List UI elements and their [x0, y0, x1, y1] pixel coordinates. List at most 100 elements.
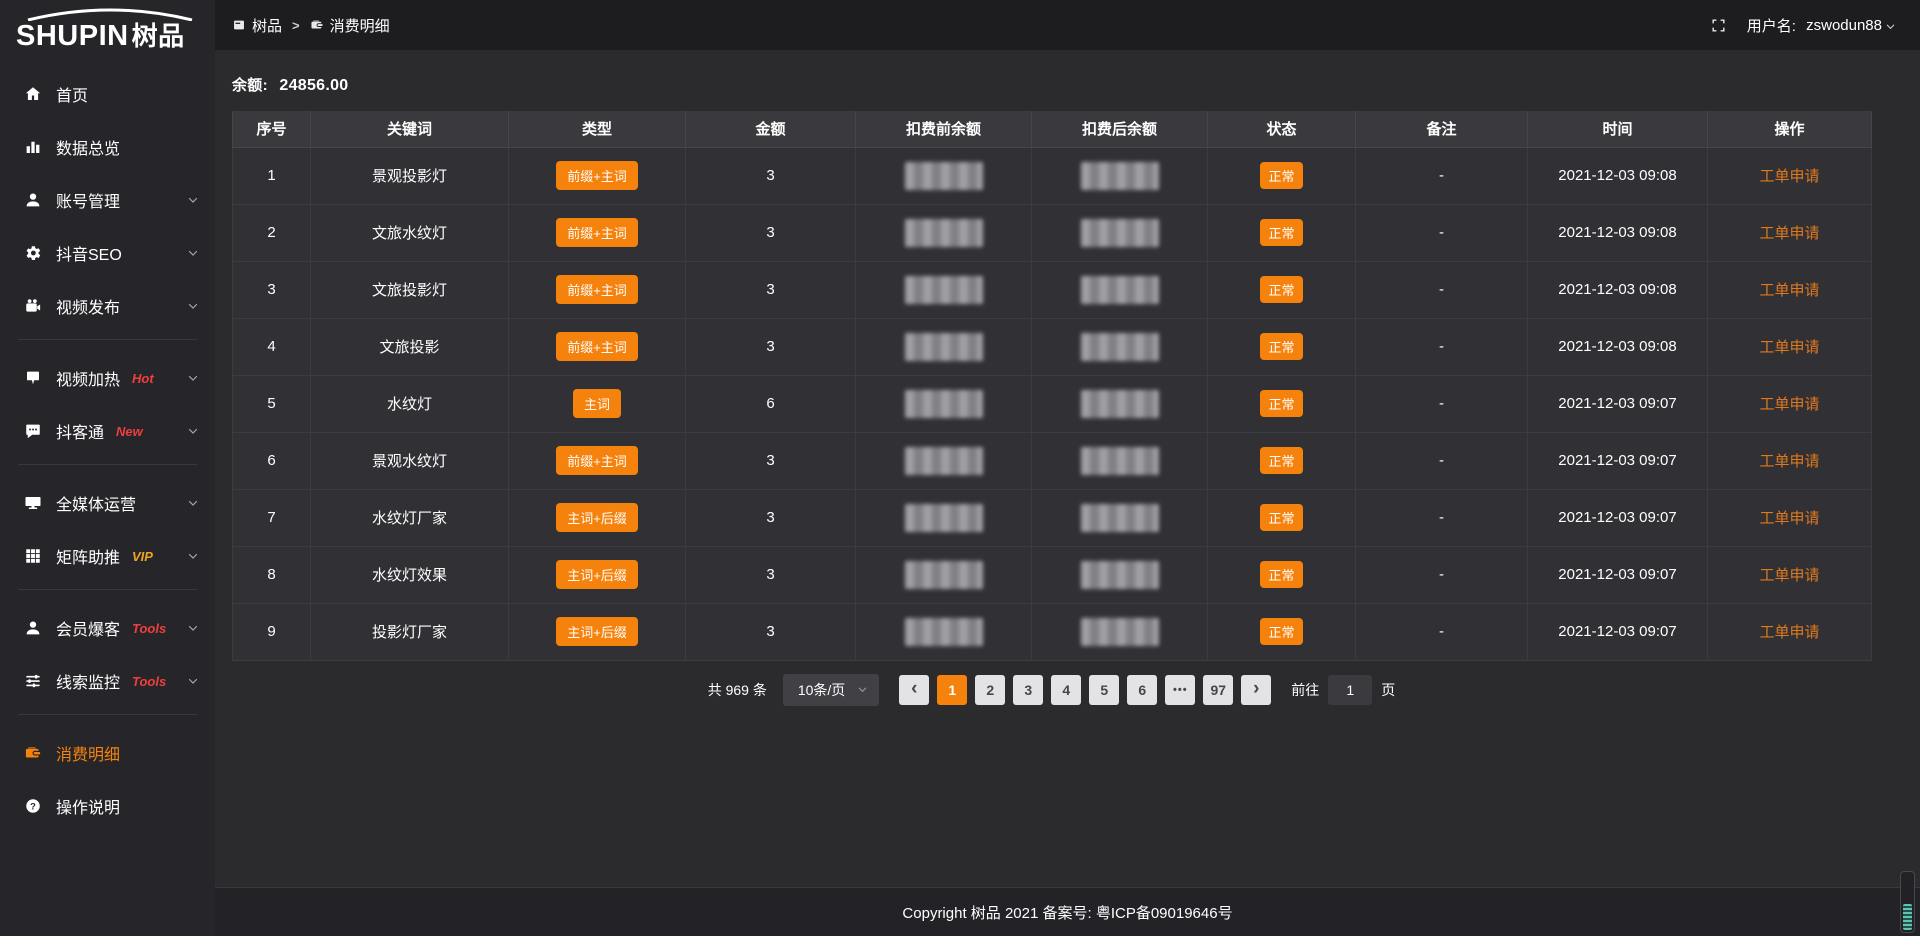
sidebar-nav: 首页数据总览账号管理抖音SEO 视频发布视频加热 Hot 抖客通 New 全媒体运营矩阵助… — [0, 60, 215, 936]
status-badge: 正常 — [1260, 504, 1303, 531]
column-header-status: 状态 — [1207, 111, 1356, 148]
type-badge: 前缀+主词 — [556, 446, 638, 475]
cell-amount: 3 — [685, 545, 856, 604]
scrollbar-thumb[interactable] — [1903, 904, 1912, 930]
goto-label: 前往 — [1291, 681, 1320, 698]
cell-keyword: 水纹灯厂家 — [310, 488, 509, 547]
cell-balance-after — [1031, 203, 1208, 262]
cell-balance-before — [855, 317, 1032, 376]
breadcrumb-page[interactable]: 消费明细 — [310, 15, 390, 36]
work-order-link[interactable]: 工单申请 — [1759, 453, 1820, 470]
page-button-1[interactable]: 1 — [937, 674, 968, 705]
cell-time: 2021-12-03 09:07 — [1527, 374, 1708, 433]
page-size-select[interactable]: 10条/页 — [782, 673, 880, 706]
type-badge: 主词+后缀 — [556, 560, 638, 589]
prev-page-button[interactable]: ‹ — [899, 674, 930, 705]
sidebar-item-all-media-operation[interactable]: 全媒体运营 — [0, 483, 215, 523]
user-menu[interactable]: 用户名: zswodun88 — [1747, 15, 1896, 36]
cell-type: 前缀+主词 — [508, 146, 686, 205]
cell-amount: 3 — [685, 260, 856, 319]
sidebar-item-tag: Hot — [132, 370, 154, 386]
main-area: 树品 > 消费明细 用户名: zswodun88 余额: 24856.00 — [215, 0, 1920, 936]
sidebar-item-member-attract[interactable]: 会员爆客 Tools — [0, 608, 215, 648]
work-order-link[interactable]: 工单申请 — [1759, 510, 1820, 527]
cell-action: 工单申请 — [1707, 260, 1872, 319]
work-order-link[interactable]: 工单申请 — [1759, 567, 1820, 584]
cell-time: 2021-12-03 09:08 — [1527, 260, 1708, 319]
topbar-right: 用户名: zswodun88 — [1710, 15, 1896, 36]
work-order-link[interactable]: 工单申请 — [1759, 168, 1820, 185]
cell-balance-before — [855, 431, 1032, 490]
breadcrumb-page-label: 消费明细 — [329, 17, 390, 35]
breadcrumb-section[interactable]: 树品 — [232, 15, 282, 36]
work-order-link[interactable]: 工单申请 — [1759, 282, 1820, 299]
copyright-text: Copyright 树品 2021 备案号: 粤ICP备09019646号 — [902, 904, 1233, 922]
sidebar-item-video-publish[interactable]: 视频发布 — [0, 286, 215, 326]
sidebar-item-label: 数据总览 — [56, 141, 121, 158]
sidebar-item-douketong[interactable]: 抖客通 New — [0, 411, 215, 451]
chevron-down-icon — [187, 425, 199, 437]
sidebar-item-douyin-seo[interactable]: 抖音SEO — [0, 233, 215, 273]
sidebar-item-account-management[interactable]: 账号管理 — [0, 180, 215, 220]
cell-remark: - — [1355, 602, 1528, 661]
blurred-balance — [1080, 218, 1159, 247]
chevron-down-icon — [859, 687, 867, 693]
table-row: 4 文旅投影 前缀+主词 3 正常 -2021-12-03 09:08 工单申请 — [232, 317, 1872, 376]
fullscreen-icon[interactable] — [1710, 17, 1727, 34]
work-order-link[interactable]: 工单申请 — [1759, 396, 1820, 413]
cell-balance-before — [855, 260, 1032, 319]
topbar: 树品 > 消费明细 用户名: zswodun88 — [215, 0, 1920, 50]
cell-status: 正常 — [1207, 431, 1356, 490]
scrollbar-track — [1900, 871, 1915, 933]
chevron-down-icon — [187, 675, 199, 687]
work-order-link[interactable]: 工单申请 — [1759, 624, 1820, 641]
blurred-balance — [904, 218, 983, 247]
page-button-5[interactable]: 5 — [1089, 674, 1120, 705]
sidebar-item-operation-guide[interactable]: ? 操作说明 — [0, 786, 215, 826]
work-order-link[interactable]: 工单申请 — [1759, 225, 1820, 242]
goto-page-input[interactable]: 1 — [1328, 674, 1373, 705]
column-header-index: 序号 — [232, 111, 311, 148]
page-button-97[interactable]: 97 — [1203, 674, 1234, 705]
status-badge: 正常 — [1260, 390, 1303, 417]
window-icon — [232, 18, 246, 32]
blurred-balance — [904, 332, 983, 361]
sidebar-item-label: 线索监控 — [56, 675, 121, 692]
column-header-amount: 金额 — [685, 111, 856, 148]
page-button-2[interactable]: 2 — [975, 674, 1006, 705]
grid-icon — [24, 547, 42, 565]
cell-keyword: 文旅投影 — [310, 317, 509, 376]
cell-index: 1 — [232, 146, 311, 205]
more-pages-button[interactable]: ••• — [1165, 674, 1196, 705]
sidebar-item-home[interactable]: 首页 — [0, 74, 215, 114]
app-logo[interactable]: SHUPIN 树品 — [0, 0, 215, 60]
page-button-4[interactable]: 4 — [1051, 674, 1082, 705]
sidebar-item-matrix-boost[interactable]: 矩阵助推 VIP — [0, 536, 215, 576]
cell-balance-after — [1031, 146, 1208, 205]
video-camera-icon — [24, 297, 42, 315]
cell-type: 前缀+主词 — [508, 260, 686, 319]
goto-suffix: 页 — [1381, 681, 1396, 698]
cell-remark: - — [1355, 431, 1528, 490]
next-page-button[interactable]: › — [1241, 674, 1272, 705]
chevron-down-icon — [187, 372, 199, 384]
sidebar-item-lead-monitoring[interactable]: 线索监控 Tools — [0, 661, 215, 701]
page-size-value: 10条/页 — [797, 681, 846, 698]
cell-remark: - — [1355, 374, 1528, 433]
cell-amount: 3 — [685, 203, 856, 262]
cell-keyword: 水纹灯 — [310, 374, 509, 433]
sidebar-item-video-heating[interactable]: 视频加热 Hot — [0, 358, 215, 398]
page-button-6[interactable]: 6 — [1127, 674, 1158, 705]
cell-status: 正常 — [1207, 146, 1356, 205]
monitor-icon — [24, 494, 42, 512]
cell-index: 8 — [232, 545, 311, 604]
cell-time: 2021-12-03 09:07 — [1527, 431, 1708, 490]
logo-text: SHUPIN 树品 — [16, 20, 185, 52]
work-order-link[interactable]: 工单申请 — [1759, 339, 1820, 356]
cell-remark: - — [1355, 203, 1528, 262]
cell-status: 正常 — [1207, 317, 1356, 376]
page-button-3[interactable]: 3 — [1013, 674, 1044, 705]
sidebar-item-consumption-detail[interactable]: 消费明细 — [0, 733, 215, 773]
cell-type: 前缀+主词 — [508, 203, 686, 262]
sidebar-item-data-overview[interactable]: 数据总览 — [0, 127, 215, 167]
